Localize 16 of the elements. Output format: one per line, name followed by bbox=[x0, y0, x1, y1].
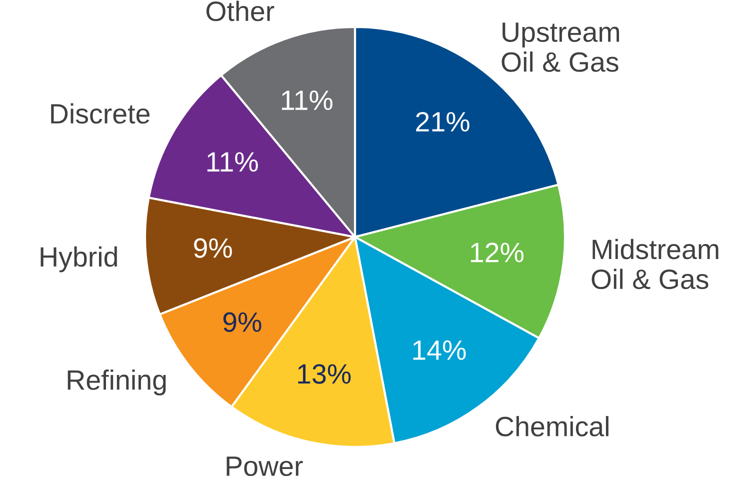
data-label: 13% bbox=[298, 364, 351, 384]
data-label: 11% bbox=[207, 152, 258, 172]
data-label: 11% bbox=[282, 90, 332, 110]
data-label: 9% bbox=[194, 238, 232, 258]
data-label: 21% bbox=[416, 112, 470, 132]
data-label: 12% bbox=[470, 242, 524, 262]
data-label: 14% bbox=[413, 340, 466, 360]
slice-label: Upstream Oil & Gas bbox=[502, 22, 620, 72]
slice-label: Discrete bbox=[51, 103, 150, 124]
slice-label: Chemical bbox=[496, 416, 608, 436]
slice-label: Midstream Oil & Gas bbox=[592, 238, 718, 290]
slice-label: Power bbox=[226, 456, 303, 476]
slice-label: Other bbox=[206, 0, 274, 22]
slice-label: Refining bbox=[68, 369, 166, 396]
data-label: 9% bbox=[223, 312, 262, 332]
slice-label: Hybrid bbox=[40, 246, 117, 272]
